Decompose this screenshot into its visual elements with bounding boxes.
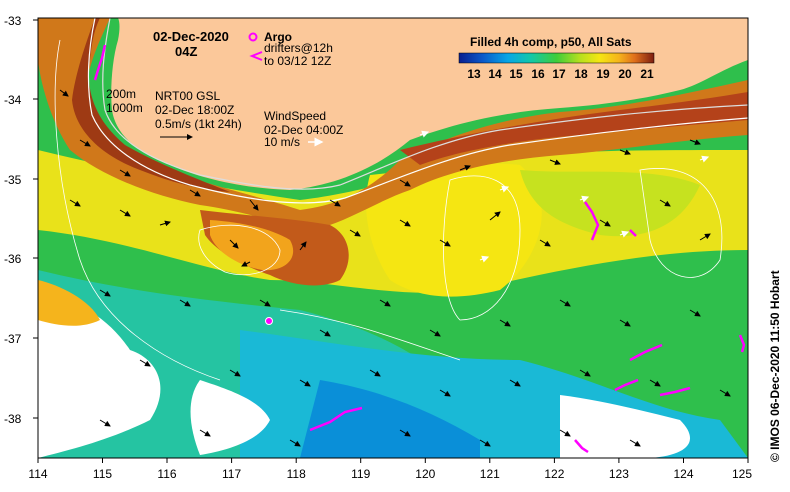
currents-source: NRT00 GSL <box>155 89 220 103</box>
x-tick-label: 121 <box>480 467 500 481</box>
colorbar-tick: 13 <box>467 67 481 81</box>
contour-label-200m: 200m <box>106 87 136 101</box>
y-tick-label: -37 <box>4 332 22 346</box>
colorbar-tick: 18 <box>574 67 588 81</box>
x-tick-label: 116 <box>157 467 176 481</box>
y-axis: -33 -34 -35 -36 -37 -38 <box>4 14 38 426</box>
wind-time: 02-Dec 04:00Z <box>264 123 343 137</box>
drifter-symbol <box>249 51 263 61</box>
colorbar-tick: 19 <box>596 67 610 81</box>
wind-scale-label: 10 m/s <box>264 135 300 149</box>
wind-legend: WindSpeed 02-Dec 04:00Z 10 m/s <box>264 109 343 149</box>
argo-legend: Argo drifters@12h to 03/12 12Z <box>248 30 333 68</box>
x-tick-label: 123 <box>609 467 629 481</box>
x-tick-label: 115 <box>93 467 112 481</box>
colorbar: Filled 4h comp, p50, All Sats 13 14 15 1… <box>458 35 655 81</box>
drifters-legend-range: to 03/12 12Z <box>264 54 331 68</box>
currents-time: 02-Dec 18:00Z <box>155 103 234 117</box>
contour-label-1000m: 1000m <box>106 101 143 115</box>
x-tick-label: 119 <box>351 467 370 481</box>
drifter-tracks <box>93 44 746 454</box>
colorbar-tick: 20 <box>618 67 632 81</box>
colorbar-tick: 17 <box>552 67 566 81</box>
current-vectors <box>59 89 731 447</box>
x-tick-label: 120 <box>415 467 435 481</box>
x-tick-label: 122 <box>544 467 564 481</box>
y-tick-label: -35 <box>4 173 22 187</box>
sst-field <box>38 18 748 458</box>
x-tick-label: 114 <box>28 467 47 481</box>
wind-vectors <box>419 130 710 263</box>
x-axis: 114 115 116 117 118 119 120 121 122 123 … <box>28 458 752 481</box>
x-tick-label: 125 <box>732 467 752 481</box>
x-tick-label: 118 <box>287 467 306 481</box>
colorbar-tick: 15 <box>509 67 523 81</box>
map-date: 02-Dec-2020 <box>153 29 229 44</box>
drifters-legend-label: drifters@12h <box>264 41 333 55</box>
argo-legend-label: Argo <box>264 30 292 44</box>
currents-scale-label: 0.5m/s (1kt 24h) <box>155 117 242 131</box>
argo-float-marker <box>265 317 273 325</box>
y-tick-label: -36 <box>4 252 22 266</box>
y-tick-label: -33 <box>4 14 22 28</box>
x-tick-label: 117 <box>222 467 241 481</box>
colorbar-tick: 21 <box>640 67 654 81</box>
colorbar-tick: 14 <box>488 67 502 81</box>
colorbar-title: Filled 4h comp, p50, All Sats <box>470 35 632 49</box>
x-tick-label: 124 <box>673 467 693 481</box>
argo-symbol <box>248 32 258 42</box>
y-tick-label: -34 <box>4 93 22 107</box>
colorbar-tick: 16 <box>531 67 545 81</box>
wind-label: WindSpeed <box>264 109 326 123</box>
colorbar-ticks: 13 14 15 16 17 18 19 20 21 <box>467 67 654 81</box>
imos-credit: © IMOS 06-Dec-2020 11:50 Hobart <box>768 270 782 462</box>
map-hour: 04Z <box>175 44 197 59</box>
currents-legend: NRT00 GSL 02-Dec 18:00Z 0.5m/s (1kt 24h) <box>155 89 242 140</box>
y-tick-label: -38 <box>4 412 22 426</box>
